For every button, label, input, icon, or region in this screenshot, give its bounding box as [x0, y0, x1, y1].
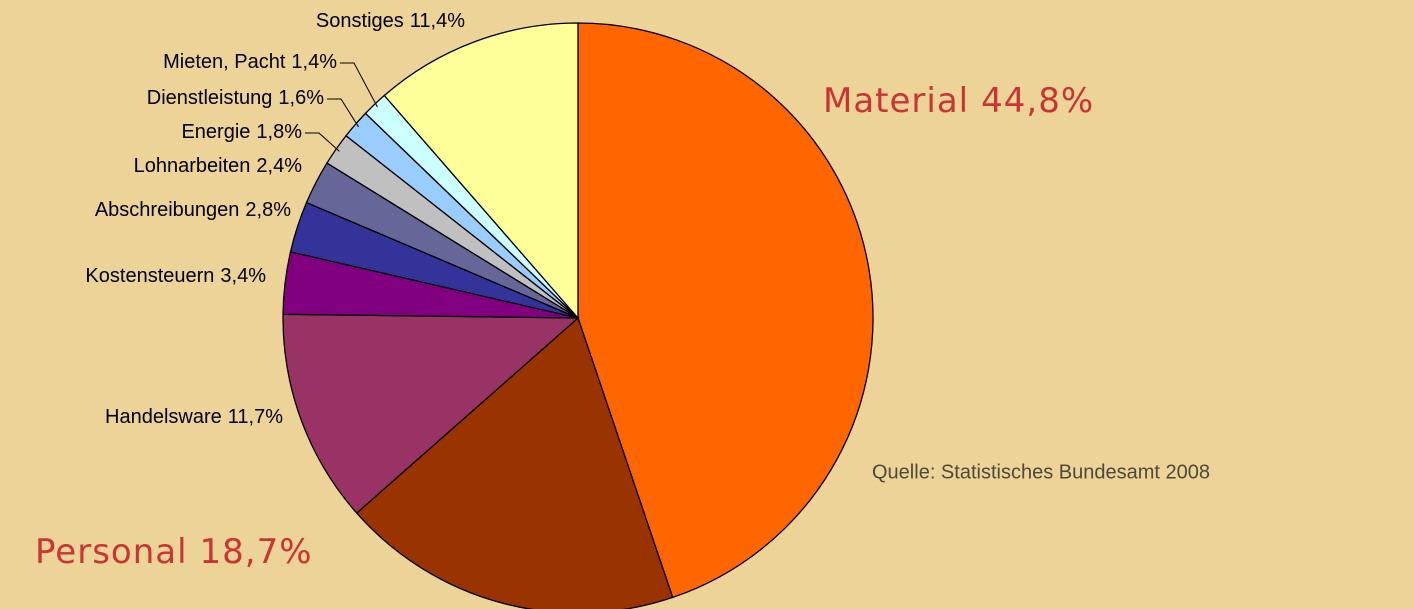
- category-label: Lohnarbeiten: [134, 155, 251, 177]
- category-label: Sonstiges: [316, 10, 404, 32]
- pie-slice: [282, 313, 580, 515]
- pie-slice: [355, 316, 674, 609]
- slice-label: Kostensteuern 3,4%: [85, 265, 266, 287]
- category-label: Material: [823, 81, 969, 121]
- leader-line: [327, 98, 359, 128]
- pie-slice: [383, 22, 579, 320]
- value-label: 44,8%: [981, 81, 1094, 121]
- category-label: Mieten, Pacht: [163, 51, 286, 73]
- category-label: Dienstleistung: [147, 87, 273, 109]
- category-label: Kostensteuern: [85, 265, 214, 287]
- value-label: 2,4%: [256, 155, 302, 177]
- pie-slice: [577, 22, 874, 599]
- value-label: 1,4%: [291, 51, 337, 73]
- leader-line: [340, 62, 378, 108]
- slice-label: Personal 18,7%: [35, 532, 313, 572]
- category-label: Abschreibungen: [95, 199, 240, 221]
- category-label: Energie: [181, 121, 250, 143]
- slice-label: Lohnarbeiten 2,4%: [134, 155, 303, 177]
- slice-label: Material 44,8%: [823, 81, 1094, 121]
- leader-line: [305, 132, 340, 152]
- value-label: 3,4%: [220, 265, 266, 287]
- slice-label: Abschreibungen 2,8%: [95, 199, 291, 221]
- value-label: 2,8%: [245, 199, 291, 221]
- slice-label: Dienstleistung 1,6%: [147, 87, 324, 109]
- slice-label: Handelsware 11,7%: [105, 406, 283, 428]
- value-label: 11,7%: [228, 406, 283, 428]
- source: Quelle: Statistisches Bundesamt 2008: [872, 461, 1210, 483]
- value-label: 11,4%: [410, 10, 465, 32]
- slice-label: Sonstiges 11,4%: [316, 10, 465, 32]
- value-label: 18,7%: [200, 532, 313, 572]
- value-label: 1,8%: [256, 121, 302, 143]
- category-label: Personal: [35, 532, 188, 572]
- value-label: 1,6%: [278, 87, 324, 109]
- category-label: Handelsware: [105, 406, 222, 428]
- slice-label: Mieten, Pacht 1,4%: [163, 51, 337, 73]
- slice-label: Energie 1,8%: [181, 121, 302, 143]
